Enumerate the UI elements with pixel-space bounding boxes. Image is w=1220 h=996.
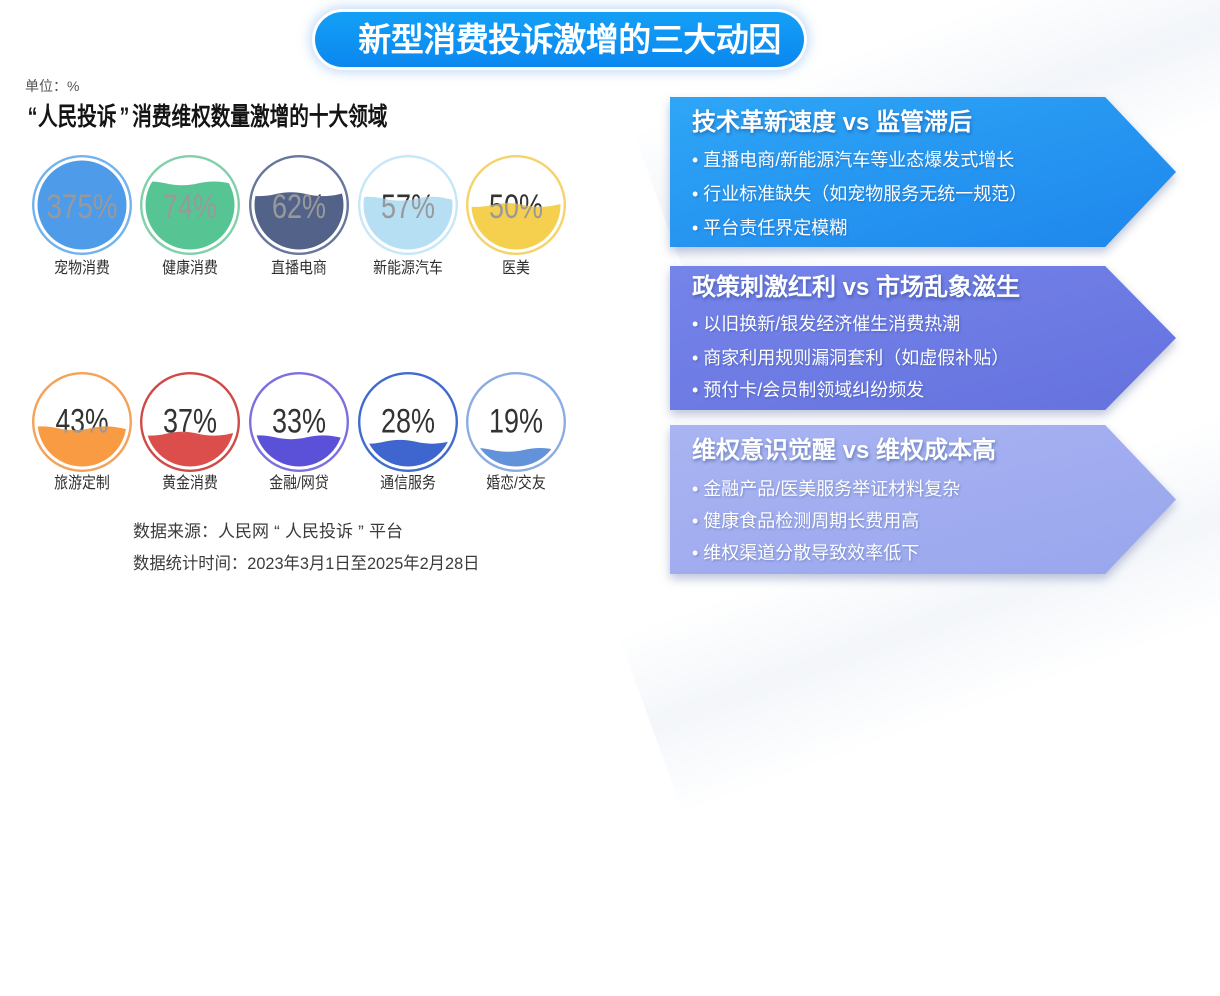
svg-text:37%: 37% <box>163 403 217 441</box>
svg-text:50%: 50% <box>489 188 543 226</box>
svg-text:28%: 28% <box>381 403 435 441</box>
svg-text:33%: 33% <box>272 403 326 441</box>
svg-text:19%: 19% <box>489 403 543 441</box>
svg-text:62%: 62% <box>272 188 326 226</box>
svg-text:74%: 74% <box>163 188 217 226</box>
svg-text:375%: 375% <box>47 188 118 226</box>
svg-text:57%: 57% <box>381 188 435 226</box>
